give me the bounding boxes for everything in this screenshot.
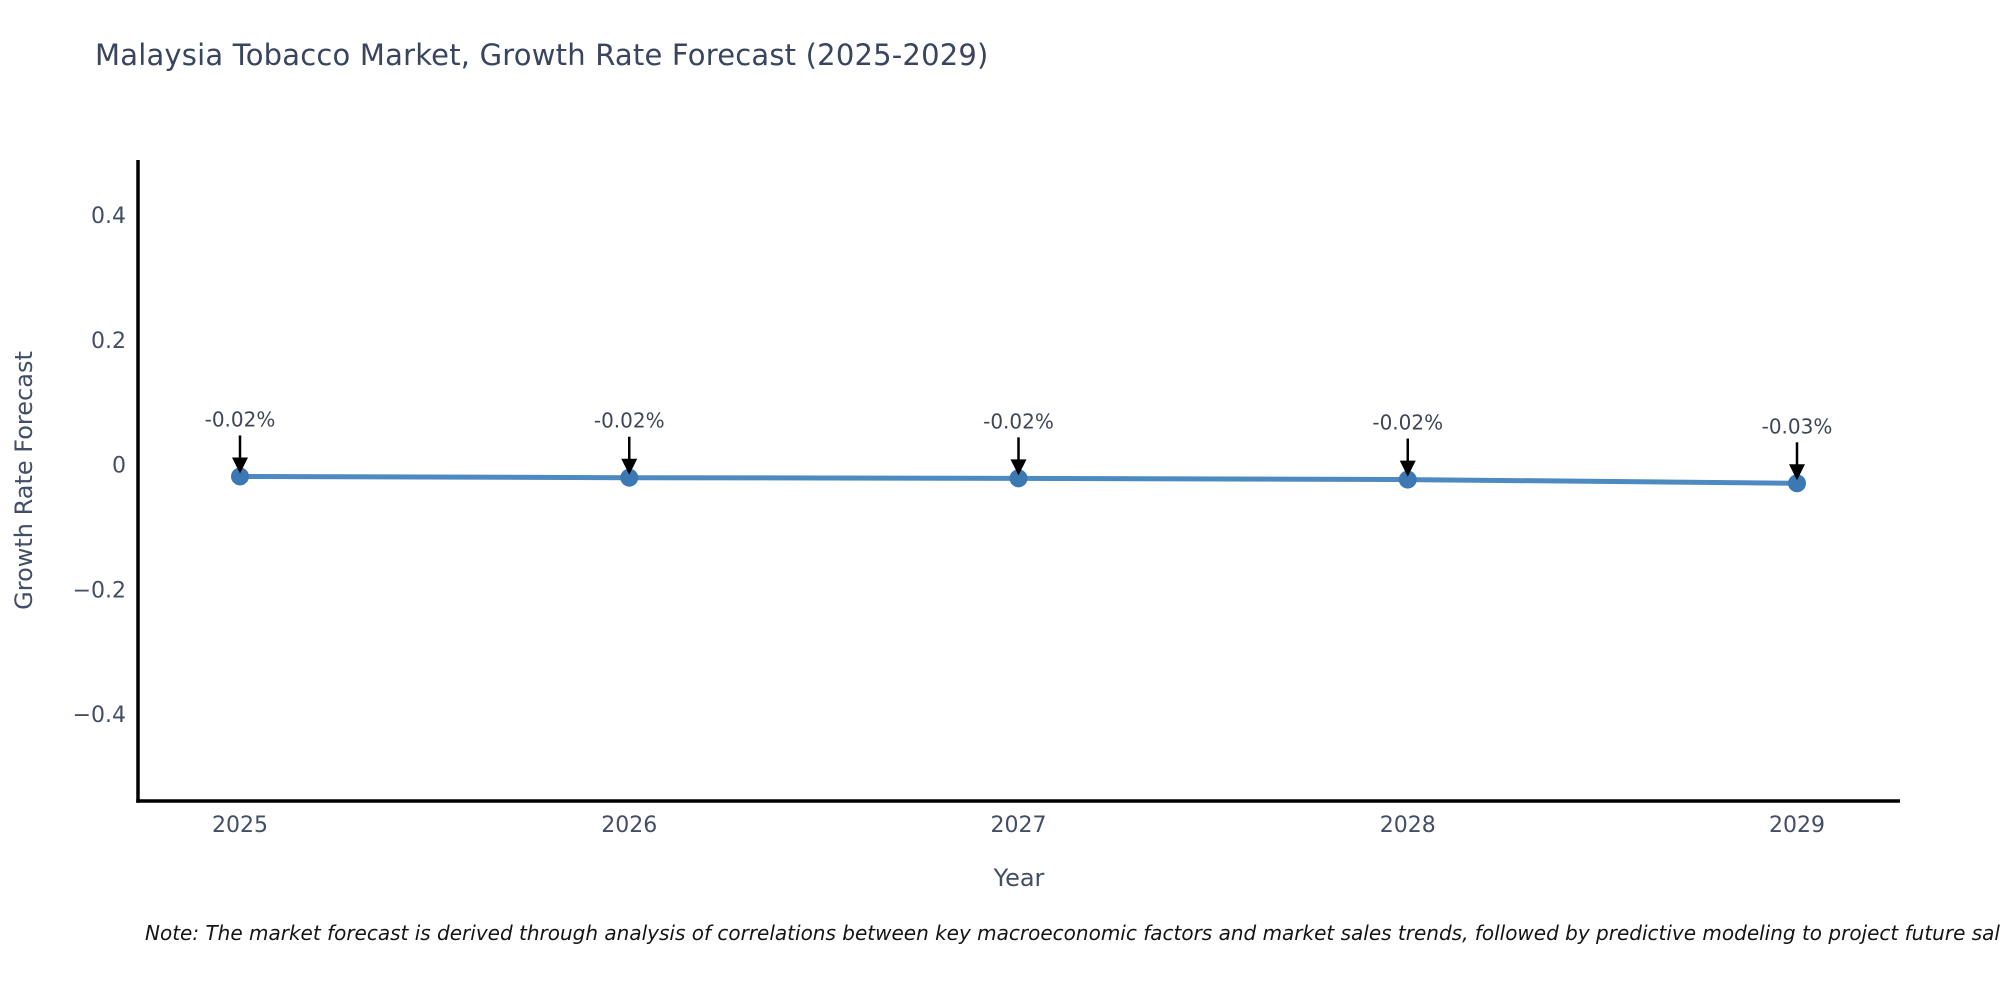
x-tick-label: 2025	[212, 813, 268, 838]
y-tick-label: −0.4	[73, 703, 126, 728]
annotation-arrowhead-icon	[621, 458, 638, 475]
data-point-marker	[231, 467, 249, 486]
data-point-marker	[1398, 470, 1417, 489]
x-axis-label: Year	[993, 864, 1045, 892]
x-tick-label: 2028	[1380, 813, 1436, 838]
annotation-label: -0.02%	[983, 409, 1054, 433]
annotation-label: -0.02%	[1372, 411, 1443, 435]
data-point-marker	[620, 468, 639, 487]
annotation-arrowhead-icon	[1789, 464, 1805, 481]
chart-title: Malaysia Tobacco Market, Growth Rate For…	[95, 38, 989, 72]
annotation-label: -0.02%	[205, 407, 276, 431]
annotation-arrowhead-icon	[1399, 460, 1416, 477]
y-tick-label: 0	[112, 454, 126, 479]
data-point-marker	[1788, 474, 1806, 493]
annotation-label: -0.02%	[594, 409, 665, 433]
x-tick-label: 2026	[601, 813, 657, 838]
data-point-marker	[1009, 469, 1028, 488]
x-tick-label: 2027	[991, 813, 1047, 838]
x-tick-label: 2029	[1769, 813, 1825, 838]
annotation-arrowhead-icon	[232, 457, 248, 474]
annotation-label: -0.03%	[1762, 414, 1833, 438]
footnote: Note: The market forecast is derived thr…	[145, 921, 2000, 945]
y-tick-label: 0.4	[91, 204, 126, 229]
y-axis-label: Growth Rate Forecast	[10, 351, 38, 610]
y-tick-label: −0.2	[73, 578, 126, 603]
y-tick-label: 0.2	[91, 329, 126, 354]
annotation-arrowhead-icon	[1010, 459, 1027, 476]
